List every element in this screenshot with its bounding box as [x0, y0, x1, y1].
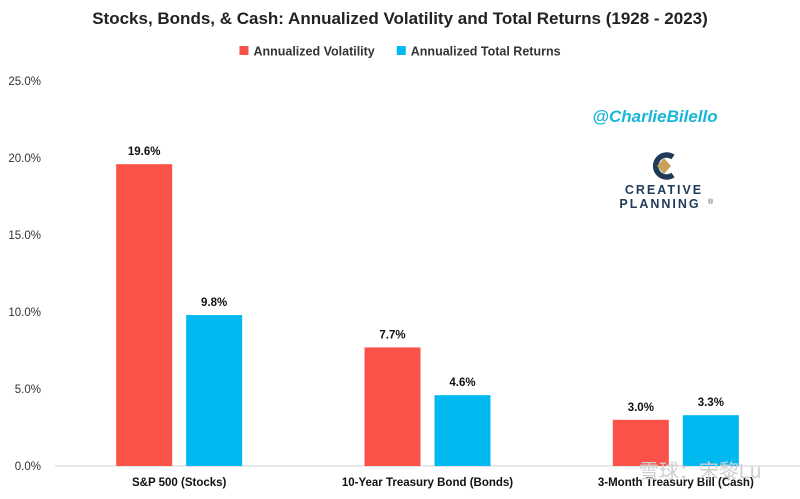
bars: 19.6% 9.8% 7.7% 4.6% 3.0% 3.3%: [116, 146, 739, 466]
bar-volatility: [612, 419, 669, 466]
y-axis: 0.0% 5.0% 10.0% 15.0% 20.0% 25.0%: [8, 76, 41, 473]
x-tick-label: S&P 500 (Stocks): [132, 477, 227, 489]
y-tick-label: 25.0%: [8, 76, 41, 88]
logo-text-line2: PLANNING: [619, 197, 700, 211]
x-tick-label: 10-Year Treasury Bond (Bonds): [342, 477, 513, 489]
bar-total-returns: [186, 315, 243, 466]
data-label-volatility: 19.6%: [128, 146, 161, 158]
logo-text-line1: CREATIVE: [625, 183, 703, 197]
legend-label-total-returns: Annualized Total Returns: [411, 45, 561, 59]
data-label-total-returns: 9.8%: [201, 297, 227, 309]
bar-volatility: [364, 347, 421, 466]
x-tick-label: 3-Month Treasury Bill (Cash): [598, 477, 754, 489]
bar-total-returns: [434, 395, 491, 466]
logo-c-mark-icon: [652, 152, 675, 180]
bar-total-returns: [682, 415, 739, 466]
y-tick-label: 10.0%: [8, 307, 41, 319]
y-tick-label: 5.0%: [15, 384, 41, 396]
legend-swatch-total-returns: [396, 46, 406, 55]
creative-planning-logo: CREATIVE PLANNING ®: [619, 152, 714, 211]
legend: Annualized Volatility Annualized Total R…: [239, 45, 561, 59]
bar-volatility: [116, 164, 173, 466]
y-tick-label: 20.0%: [8, 153, 41, 165]
chart-title: Stocks, Bonds, & Cash: Annualized Volati…: [92, 9, 708, 28]
legend-label-volatility: Annualized Volatility: [253, 45, 374, 59]
logo-registered-mark: ®: [708, 198, 714, 206]
data-label-total-returns: 3.3%: [698, 397, 724, 409]
data-label-volatility: 3.0%: [628, 402, 654, 414]
x-axis: S&P 500 (Stocks) 10-Year Treasury Bond (B…: [132, 477, 754, 489]
legend-swatch-volatility: [239, 46, 249, 55]
y-tick-label: 0.0%: [15, 461, 41, 473]
data-label-volatility: 7.7%: [379, 329, 405, 341]
author-handle: @CharlieBilello: [592, 107, 717, 126]
watermark: 雪球：宋黎Lu: [639, 460, 761, 483]
y-tick-label: 15.0%: [8, 230, 41, 242]
data-label-total-returns: 4.6%: [449, 377, 475, 389]
